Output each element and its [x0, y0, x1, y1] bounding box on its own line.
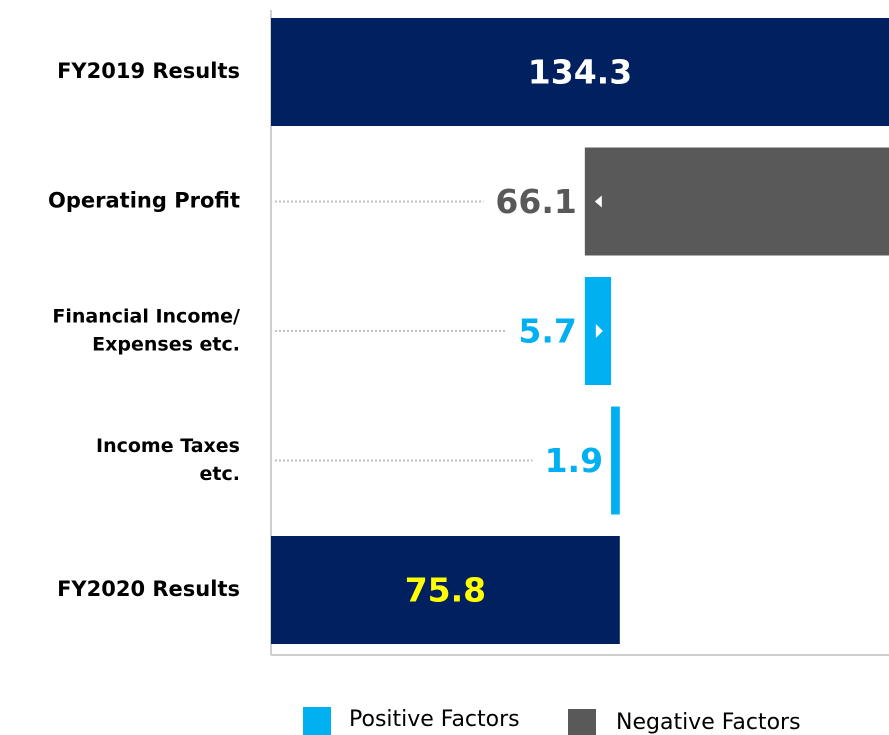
- category-label: etc.: [200, 463, 240, 485]
- legend-label: Negative Factors: [616, 710, 801, 735]
- bar: [611, 406, 620, 515]
- value-label: 1.9: [545, 441, 603, 480]
- value-label: 75.8: [405, 571, 486, 610]
- category-label: Operating Profit: [48, 189, 240, 213]
- legend-label: Positive Factors: [349, 707, 520, 732]
- value-label: 5.7: [518, 312, 576, 351]
- category-label: FY2019 Results: [57, 59, 240, 83]
- bar: [271, 536, 620, 644]
- category-label: Financial Income/: [52, 306, 240, 328]
- legend-swatch: [303, 707, 331, 735]
- value-label: 66.1: [495, 182, 576, 221]
- category-label: Expenses etc.: [92, 334, 240, 356]
- bar: [584, 147, 889, 256]
- category-label: FY2020 Results: [57, 577, 240, 601]
- bar: [271, 18, 889, 126]
- category-label: Income Taxes: [96, 435, 240, 457]
- arrow: [595, 324, 603, 338]
- value-label: 134.3: [528, 53, 632, 92]
- arrow: [594, 195, 602, 208]
- legend-swatch: [568, 709, 596, 735]
